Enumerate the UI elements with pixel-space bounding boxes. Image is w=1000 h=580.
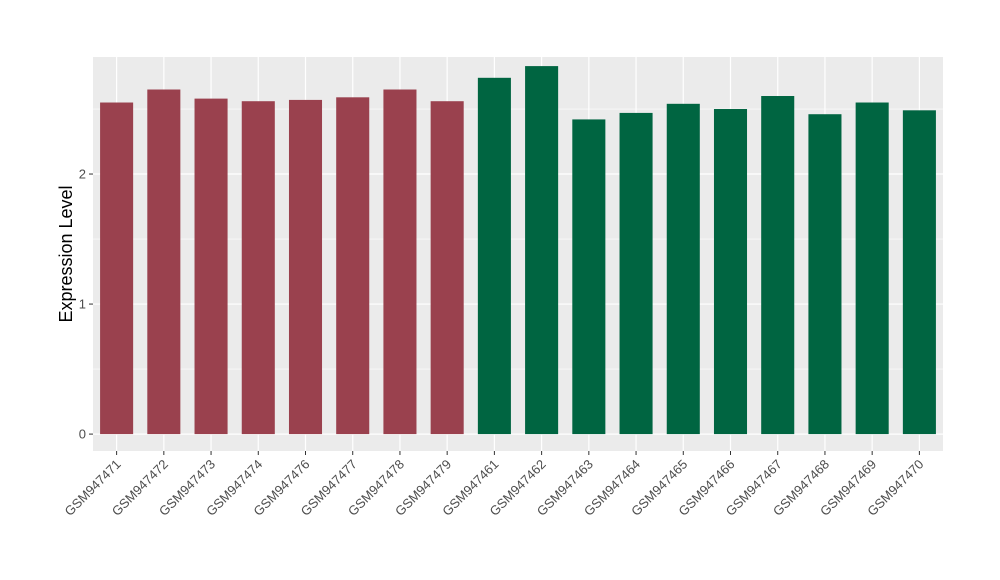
bar-GSM947461 (477, 77, 511, 435)
bar-GSM947477 (336, 97, 370, 435)
bar-GSM947478 (383, 89, 417, 435)
bar-GSM947465 (666, 103, 700, 435)
bar-GSM947470 (902, 110, 936, 435)
y-axis: 0 1 2 (79, 167, 93, 442)
bar-GSM947464 (619, 112, 653, 435)
plot-panel (93, 57, 943, 451)
x-axis: GSM947471GSM947472GSM947473GSM947474GSM9… (62, 451, 927, 519)
bar-GSM947471 (100, 102, 134, 435)
bars (100, 66, 936, 435)
bar-GSM947474 (241, 101, 275, 435)
y-tick-label: 0 (79, 427, 86, 442)
bar-GSM947468 (808, 114, 842, 435)
bar-GSM947476 (288, 99, 323, 435)
bar-GSM947473 (194, 98, 228, 435)
bar-GSM947463 (572, 119, 606, 435)
bar-GSM947466 (713, 109, 748, 435)
y-tick-label: 2 (79, 167, 86, 182)
y-tick-label: 1 (79, 297, 86, 312)
bar-GSM947472 (147, 89, 181, 435)
bar-GSM947467 (761, 96, 795, 435)
bar-GSM947462 (525, 66, 559, 435)
y-axis-title: Expression Level (56, 185, 76, 322)
bar-GSM947479 (430, 101, 464, 435)
bar-GSM947469 (855, 102, 889, 435)
